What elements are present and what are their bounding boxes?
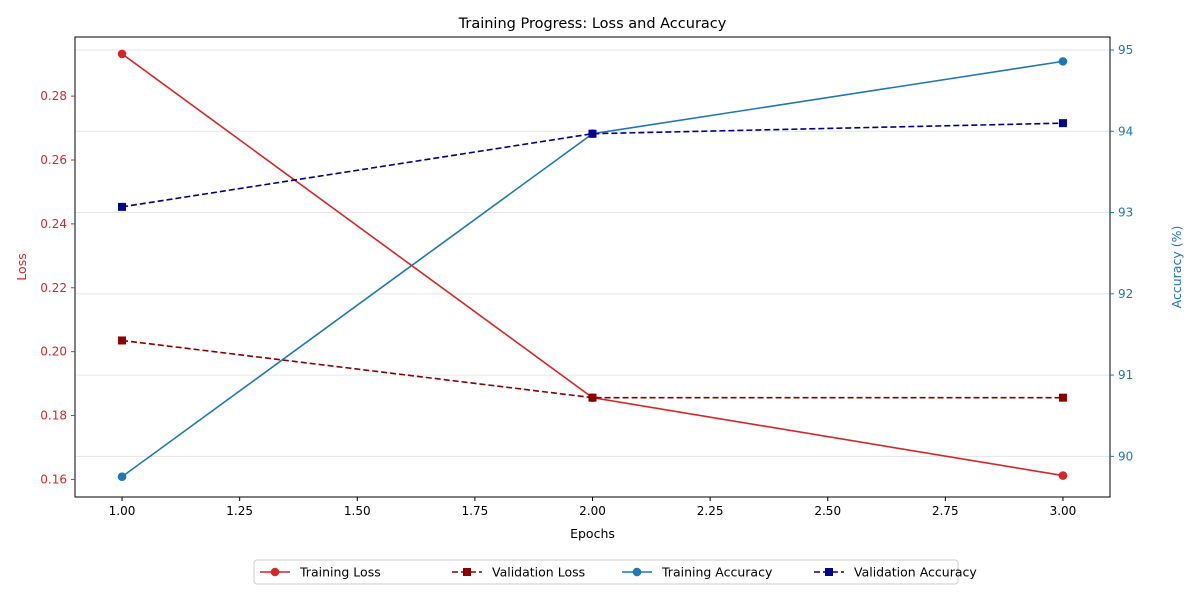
series-line bbox=[121, 122, 1063, 208]
left-y-axis-ticks: 0.16 0.18 0.20 0.22 0.24 0.26 0.28 bbox=[40, 89, 75, 486]
right-y-tick-label: 90 bbox=[1118, 449, 1133, 463]
x-axis-title: Epochs bbox=[570, 526, 615, 541]
left-y-tick-label: 0.24 bbox=[40, 217, 67, 231]
legend-marker bbox=[463, 568, 471, 576]
series-training-accuracy bbox=[117, 57, 1068, 481]
legend-item: Validation Accuracy bbox=[814, 565, 977, 580]
left-y-tick-label: 0.20 bbox=[40, 345, 67, 359]
x-tick-label: 3.00 bbox=[1050, 504, 1077, 518]
legend-marker bbox=[825, 568, 833, 576]
left-y-tick-label: 0.16 bbox=[40, 472, 67, 486]
legend-marker bbox=[632, 567, 642, 577]
right-y-axis-ticks: 90 91 92 93 94 95 bbox=[1110, 43, 1133, 463]
left-y-tick-label: 0.26 bbox=[40, 153, 67, 167]
series-line bbox=[121, 60, 1064, 478]
right-y-tick-label: 91 bbox=[1118, 368, 1133, 382]
legend-item: Validation Loss bbox=[452, 565, 585, 580]
data-point bbox=[117, 472, 127, 481]
data-point bbox=[588, 393, 597, 402]
left-y-tick-label: 0.18 bbox=[40, 409, 67, 423]
legend-item: Training Loss bbox=[260, 565, 381, 580]
right-y-axis-title: Accuracy (%) bbox=[1169, 226, 1184, 309]
series-line bbox=[121, 339, 1063, 399]
legend-label: Validation Loss bbox=[492, 565, 585, 580]
right-y-tick-label: 95 bbox=[1118, 43, 1133, 57]
left-y-axis-title: Loss bbox=[14, 253, 29, 280]
data-point bbox=[1058, 471, 1068, 480]
left-y-tick-label: 0.28 bbox=[40, 89, 67, 103]
x-tick-label: 1.50 bbox=[344, 504, 371, 518]
x-tick-label: 1.00 bbox=[109, 504, 136, 518]
right-y-tick-label: 93 bbox=[1118, 206, 1133, 220]
plot-area-frame bbox=[74, 36, 1111, 498]
data-point bbox=[1058, 119, 1067, 128]
data-point bbox=[588, 129, 597, 138]
x-axis-ticks: 1.00 1.25 1.50 1.75 2.00 2.25 2.50 2.75 3.00 bbox=[109, 497, 1077, 518]
series-validation-loss bbox=[118, 336, 1067, 402]
data-point bbox=[118, 336, 127, 345]
data-point bbox=[117, 49, 127, 59]
x-tick-label: 2.50 bbox=[814, 504, 841, 518]
x-tick-label: 2.25 bbox=[697, 504, 724, 518]
legend-label: Validation Accuracy bbox=[854, 565, 977, 580]
legend: Training Loss Validation Loss Training Acc… bbox=[253, 559, 977, 585]
legend-box bbox=[253, 559, 959, 585]
right-y-tick-label: 94 bbox=[1118, 124, 1133, 138]
series-validation-accuracy bbox=[118, 119, 1067, 211]
x-tick-label: 1.25 bbox=[226, 504, 253, 518]
left-y-tick-label: 0.22 bbox=[40, 281, 67, 295]
data-point bbox=[1058, 393, 1067, 402]
data-point bbox=[118, 202, 127, 211]
legend-marker bbox=[270, 567, 280, 577]
x-tick-label: 1.75 bbox=[462, 504, 489, 518]
right-y-tick-label: 92 bbox=[1118, 287, 1133, 301]
legend-label: Training Accuracy bbox=[661, 565, 773, 580]
legend-item: Training Accuracy bbox=[622, 565, 773, 580]
data-point bbox=[1058, 57, 1068, 66]
chart-title: Training Progress: Loss and Accuracy bbox=[458, 16, 727, 32]
x-tick-label: 2.75 bbox=[932, 504, 959, 518]
x-tick-label: 2.00 bbox=[579, 504, 606, 518]
series-training-loss bbox=[117, 49, 1068, 480]
series-line bbox=[121, 53, 1064, 477]
plot-series bbox=[117, 49, 1068, 481]
legend-label: Training Loss bbox=[299, 565, 381, 580]
